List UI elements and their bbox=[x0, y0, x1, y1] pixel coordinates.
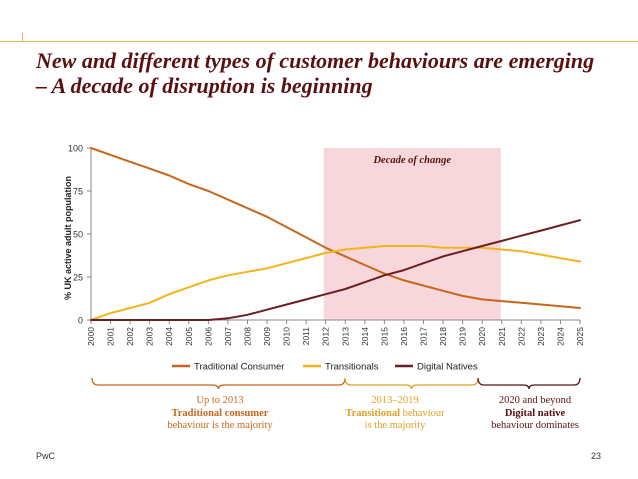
header-tick bbox=[22, 33, 23, 42]
legend-traditional-consumer-label: Traditional Consumer bbox=[194, 362, 284, 373]
x-tick-label: 2013 bbox=[340, 327, 350, 346]
y-axis-label: % UK active adult population bbox=[63, 176, 73, 300]
x-tick-label: 2014 bbox=[360, 327, 370, 346]
x-tick-label: 2017 bbox=[419, 327, 429, 346]
annotation-digital-desc: behaviour dominates bbox=[491, 420, 579, 431]
annotation-traditional: Up to 2013 Traditional consumer behaviou… bbox=[140, 395, 300, 433]
annotation-traditional-desc: behaviour is the majority bbox=[167, 420, 273, 431]
x-tick-label: 2020 bbox=[477, 327, 487, 346]
x-tick-label: 2018 bbox=[438, 327, 448, 346]
y-tick-label: 0 bbox=[78, 316, 83, 326]
x-tick-label: 2002 bbox=[125, 327, 135, 346]
x-tick-label: 2024 bbox=[555, 327, 565, 346]
x-tick-label: 2016 bbox=[399, 327, 409, 346]
x-tick-label: 2006 bbox=[203, 327, 213, 346]
x-tick-label: 2008 bbox=[242, 327, 252, 346]
x-tick-label: 2010 bbox=[282, 327, 292, 346]
x-tick-label: 2001 bbox=[106, 327, 116, 346]
annotation-traditional-group: Traditional consumer bbox=[171, 407, 269, 419]
legend-digital-natives-label: Digital Natives bbox=[417, 362, 478, 373]
highlight-label: Decade of change bbox=[372, 155, 451, 166]
brace-traditional bbox=[91, 377, 346, 390]
y-tick-label: 100 bbox=[68, 144, 83, 154]
annotation-digital: 2020 and beyond Digital native behaviour… bbox=[470, 395, 600, 433]
x-tick-label: 2003 bbox=[145, 327, 155, 346]
annotation-digital-group: Digital native bbox=[504, 407, 566, 419]
x-tick-label: 2009 bbox=[262, 327, 272, 346]
x-tick-label: 2022 bbox=[516, 327, 526, 346]
x-tick-label: 2021 bbox=[497, 327, 507, 346]
brace-digital bbox=[477, 377, 581, 390]
x-tick-label: 2019 bbox=[458, 327, 468, 346]
header-rule bbox=[0, 41, 638, 42]
legend-transitionals-label: Transitionals bbox=[325, 362, 379, 373]
page-number: 23 bbox=[590, 451, 601, 461]
brace-transitional bbox=[344, 377, 479, 390]
y-tick-label: 25 bbox=[73, 273, 83, 283]
page-title: New and different types of customer beha… bbox=[36, 48, 595, 98]
annotation-transitional-group: Transitional bbox=[345, 407, 401, 419]
annotation-transitional-desc: is the majority bbox=[364, 420, 426, 431]
footer-brand: PwC bbox=[36, 451, 56, 461]
x-tick-label: 2011 bbox=[301, 327, 311, 346]
annotation-transitional-period: 2013–2019 bbox=[371, 395, 419, 406]
x-tick-label: 2005 bbox=[184, 327, 194, 346]
series-line-digital-natives bbox=[90, 219, 581, 321]
series-line-transitionals bbox=[90, 245, 581, 321]
x-tick-label: 2025 bbox=[575, 327, 585, 346]
annotation-digital-period: 2020 and beyond bbox=[498, 395, 572, 406]
x-tick-label: 2000 bbox=[86, 327, 96, 346]
y-tick-label: 50 bbox=[73, 230, 83, 240]
y-tick-label: 75 bbox=[73, 187, 83, 197]
x-tick-label: 2007 bbox=[223, 327, 233, 346]
x-tick-label: 2023 bbox=[536, 327, 546, 346]
annotation-transitional: 2013–2019 Transitional behaviour is the … bbox=[320, 395, 470, 433]
annotation-traditional-period: Up to 2013 bbox=[196, 395, 244, 406]
x-tick-label: 2004 bbox=[164, 327, 174, 346]
x-tick-label: 2012 bbox=[321, 327, 331, 346]
x-tick-label: 2015 bbox=[379, 327, 389, 346]
highlight-band bbox=[323, 148, 501, 320]
annotation-transitional-group-suffix: behaviour bbox=[400, 407, 445, 419]
